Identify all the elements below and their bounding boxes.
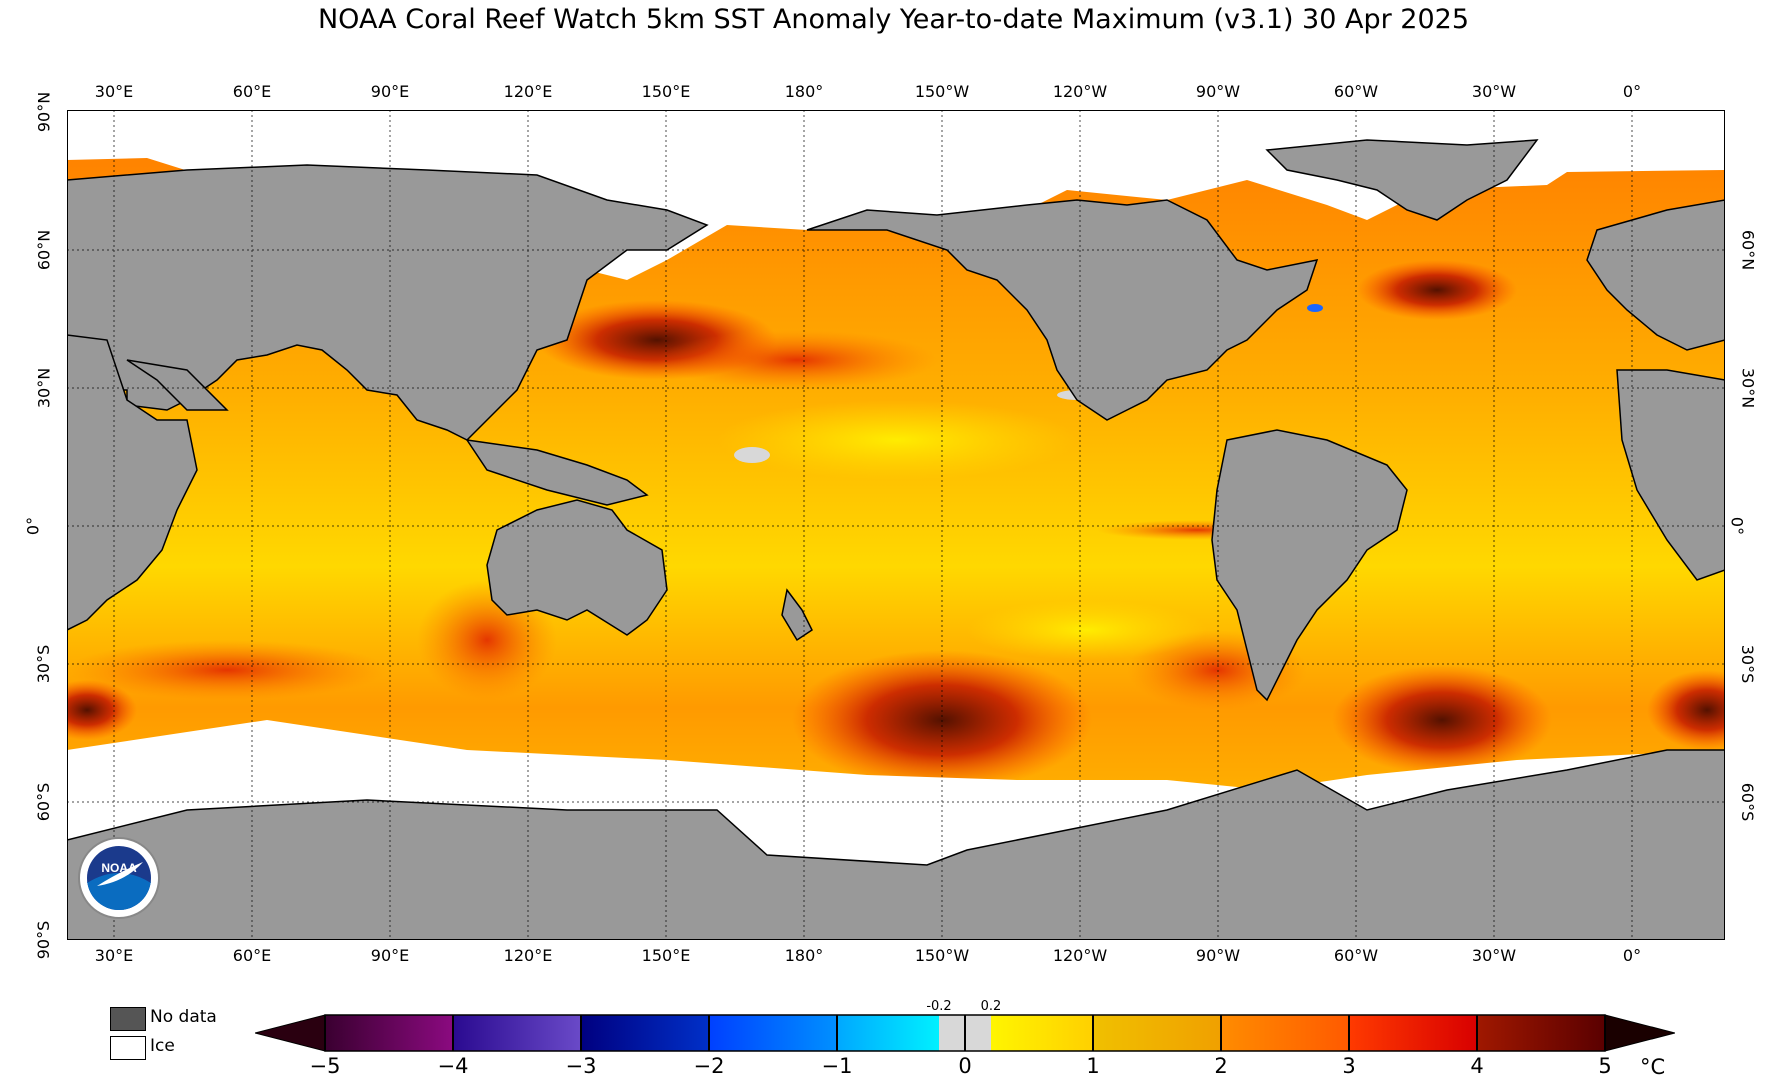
graticule <box>67 110 1725 940</box>
lat-tick-right: 30°S <box>1737 644 1757 684</box>
noaa-logo: NOAA <box>78 837 160 919</box>
lat-tick-left: 60°S <box>33 782 53 822</box>
lat-tick-right: 0° <box>1727 516 1747 536</box>
lon-tick-bottom: 180° <box>784 946 824 965</box>
lon-tick-top: 120°E <box>503 82 553 101</box>
land <box>67 139 1725 940</box>
lat-tick-right: 60°S <box>1737 782 1757 822</box>
colorbar-segment <box>991 1015 1093 1051</box>
ice-swatch <box>110 1036 146 1060</box>
lon-tick-top: 180° <box>784 82 824 101</box>
lon-tick-bottom: 120°E <box>503 946 553 965</box>
lon-tick-top: 30°E <box>94 82 134 101</box>
lat-tick-left: 90°S <box>33 920 53 960</box>
landmass-australia <box>486 499 668 636</box>
lon-tick-top: 0° <box>1622 82 1642 101</box>
lon-tick-bottom: 120°W <box>1052 946 1108 965</box>
lon-tick-bottom: 90°W <box>1195 946 1241 965</box>
lon-tick-top: 60°E <box>232 82 272 101</box>
lat-tick-left: 0° <box>23 516 43 536</box>
colorbar-tick: 4 <box>1470 1054 1484 1078</box>
lat-tick-right: 60°N <box>1738 229 1758 271</box>
landmass-west-africa <box>1616 369 1725 581</box>
colorbar-tick: −1 <box>821 1054 853 1078</box>
landmass-eurasia <box>67 164 709 441</box>
landmass-greenland <box>1265 139 1539 221</box>
landmass-europe <box>1586 199 1725 351</box>
no-data-swatch <box>110 1007 146 1031</box>
colorbar-small-tick: -0.2 <box>926 999 952 1014</box>
colorbar-segment <box>453 1015 581 1051</box>
lon-tick-bottom: 90°E <box>370 946 410 965</box>
map-frame <box>67 110 1725 940</box>
anomaly-hotspot <box>657 330 937 390</box>
colorbar-segment <box>1221 1015 1349 1051</box>
anomaly-hotspot <box>67 680 137 740</box>
anomaly-cool-band <box>717 400 1077 480</box>
anomaly-cool-band <box>967 600 1207 660</box>
lon-tick-top: 120°W <box>1052 82 1108 101</box>
lon-tick-bottom: 30°W <box>1471 946 1517 965</box>
landmass-antarctica <box>67 749 1725 940</box>
sst-anomaly-map: NOAA <box>67 110 1725 940</box>
anomaly-hotspot <box>1332 665 1552 775</box>
landmass-north-america <box>806 199 1319 421</box>
colorbar-segment <box>1349 1015 1477 1051</box>
lon-tick-bottom: 0° <box>1622 946 1642 965</box>
anomaly-hotspot <box>1647 670 1725 750</box>
lat-tick-left: 30°N <box>34 367 54 409</box>
noaa-logo-text: NOAA <box>101 861 137 875</box>
lat-tick-left: 90°N <box>34 91 54 133</box>
colorbar-tick: −4 <box>437 1054 469 1078</box>
colorbar-tick: −3 <box>565 1054 597 1078</box>
colorbar-tick: 5 <box>1598 1054 1612 1078</box>
lon-tick-top: 90°W <box>1195 82 1241 101</box>
lon-tick-bottom: 150°W <box>914 946 970 965</box>
lat-tick-left: 60°N <box>34 229 54 271</box>
colorbar-tick: 3 <box>1342 1054 1356 1078</box>
colorbar-tick: −2 <box>693 1054 725 1078</box>
colorbar-tick: 1 <box>1086 1054 1100 1078</box>
landmass-south-america <box>1211 429 1408 702</box>
colorbar-segment <box>1477 1015 1605 1051</box>
colorbar-tick: 2 <box>1214 1054 1228 1078</box>
colorbar-tick: −5 <box>309 1054 341 1078</box>
ice-label: Ice <box>150 1036 175 1056</box>
lat-tick-right: 30°N <box>1738 367 1758 409</box>
colorbar-segment <box>1093 1015 1221 1051</box>
landmass-indonesia <box>465 439 649 506</box>
colorbar-low-arrow <box>255 1014 326 1052</box>
colorbar-segment <box>709 1015 837 1051</box>
anomaly-neutral-patch <box>734 447 770 463</box>
anomaly-hotspot <box>67 640 387 700</box>
colorbar-small-tick: 0.2 <box>980 999 1002 1014</box>
colorbar <box>255 1014 1675 1052</box>
landmass-arabia <box>126 359 229 411</box>
colorbar-unit: °C <box>1640 1055 1666 1079</box>
lon-tick-top: 150°E <box>641 82 691 101</box>
lon-tick-bottom: 150°E <box>641 946 691 965</box>
colorbar-segment <box>837 1015 939 1051</box>
landmass-africa <box>67 334 198 631</box>
lon-tick-bottom: 60°E <box>232 946 272 965</box>
colorbar-tick: 0 <box>958 1054 972 1078</box>
colorbar-segment <box>325 1015 453 1051</box>
lon-tick-top: 150°W <box>914 82 970 101</box>
colorbar-high-arrow <box>1604 1014 1675 1052</box>
lon-tick-top: 60°W <box>1333 82 1379 101</box>
lon-tick-top: 30°W <box>1471 82 1517 101</box>
lon-tick-bottom: 60°W <box>1333 946 1379 965</box>
lon-tick-bottom: 30°E <box>94 946 134 965</box>
colorbar-segment <box>581 1015 709 1051</box>
anomaly-cool-patch <box>1307 304 1323 312</box>
anomaly-hotspot <box>1357 260 1517 320</box>
lat-tick-left: 30°S <box>33 644 53 684</box>
map-title: NOAA Coral Reef Watch 5km SST Anomaly Ye… <box>317 4 1470 35</box>
no-data-label: No data <box>150 1007 217 1027</box>
lon-tick-top: 90°E <box>370 82 410 101</box>
